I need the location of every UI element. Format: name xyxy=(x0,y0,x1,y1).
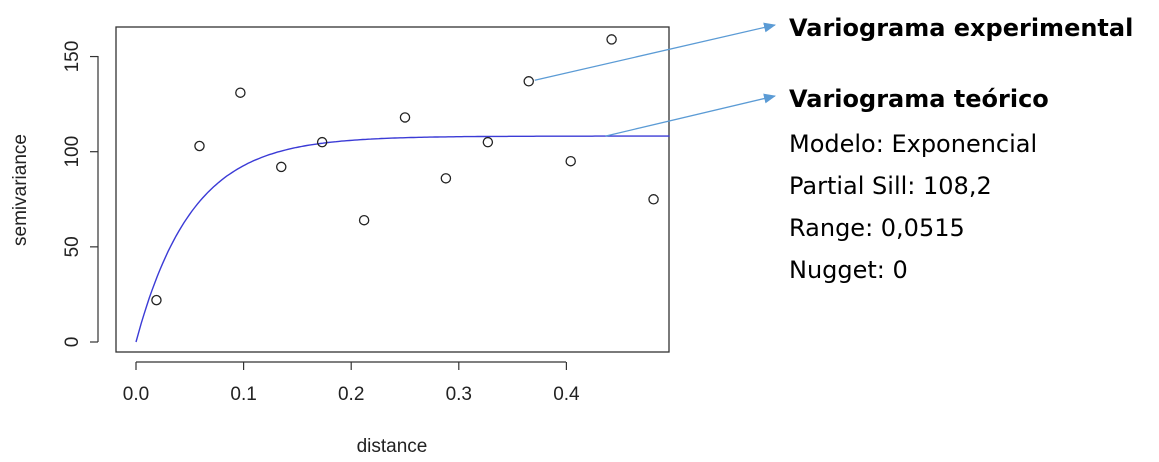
data-point xyxy=(316,136,328,148)
data-point xyxy=(235,87,246,98)
data-point xyxy=(482,136,494,148)
x-tick-label: 0.2 xyxy=(338,384,364,405)
partial-sill-line: Partial Sill: 108,2 xyxy=(789,172,992,200)
x-tick-label: 0.3 xyxy=(446,384,472,405)
x-ticks: 0.0 0.1 0.2 0.3 0.4 xyxy=(123,362,580,405)
data-point xyxy=(399,112,411,123)
data-point xyxy=(648,194,659,205)
x-axis-label: distance xyxy=(357,436,428,457)
nugget-line: Nugget: 0 xyxy=(789,256,908,284)
data-point xyxy=(358,214,370,226)
data-point xyxy=(440,173,452,184)
data-point xyxy=(565,155,576,167)
data-point xyxy=(606,34,617,45)
y-tick-label: 50 xyxy=(62,236,83,257)
experimental-points xyxy=(151,34,659,306)
theoretical-arrow xyxy=(605,93,776,137)
data-point xyxy=(276,161,287,173)
plot-frame xyxy=(115,26,670,353)
y-tick-label: 0 xyxy=(62,337,83,348)
x-tick-label: 0.1 xyxy=(230,384,256,405)
model-curve xyxy=(135,135,670,343)
x-tick-label: 0.0 xyxy=(123,384,149,405)
data-point xyxy=(523,76,534,87)
y-ticks: 0 50 100 150 xyxy=(62,41,98,348)
y-tick-label: 150 xyxy=(62,41,83,73)
experimental-title: Variograma experimental xyxy=(789,14,1133,42)
y-tick-label: 100 xyxy=(62,136,83,168)
model-type-line: Modelo: Exponencial xyxy=(789,130,1037,158)
experimental-arrow xyxy=(534,22,776,81)
data-point xyxy=(194,140,205,152)
y-axis-label: semivariance xyxy=(10,134,31,246)
range-line: Range: 0,0515 xyxy=(789,214,965,242)
data-point xyxy=(151,294,162,306)
theoretical-title: Variograma teórico xyxy=(789,85,1049,113)
x-tick-label: 0.4 xyxy=(553,384,580,405)
